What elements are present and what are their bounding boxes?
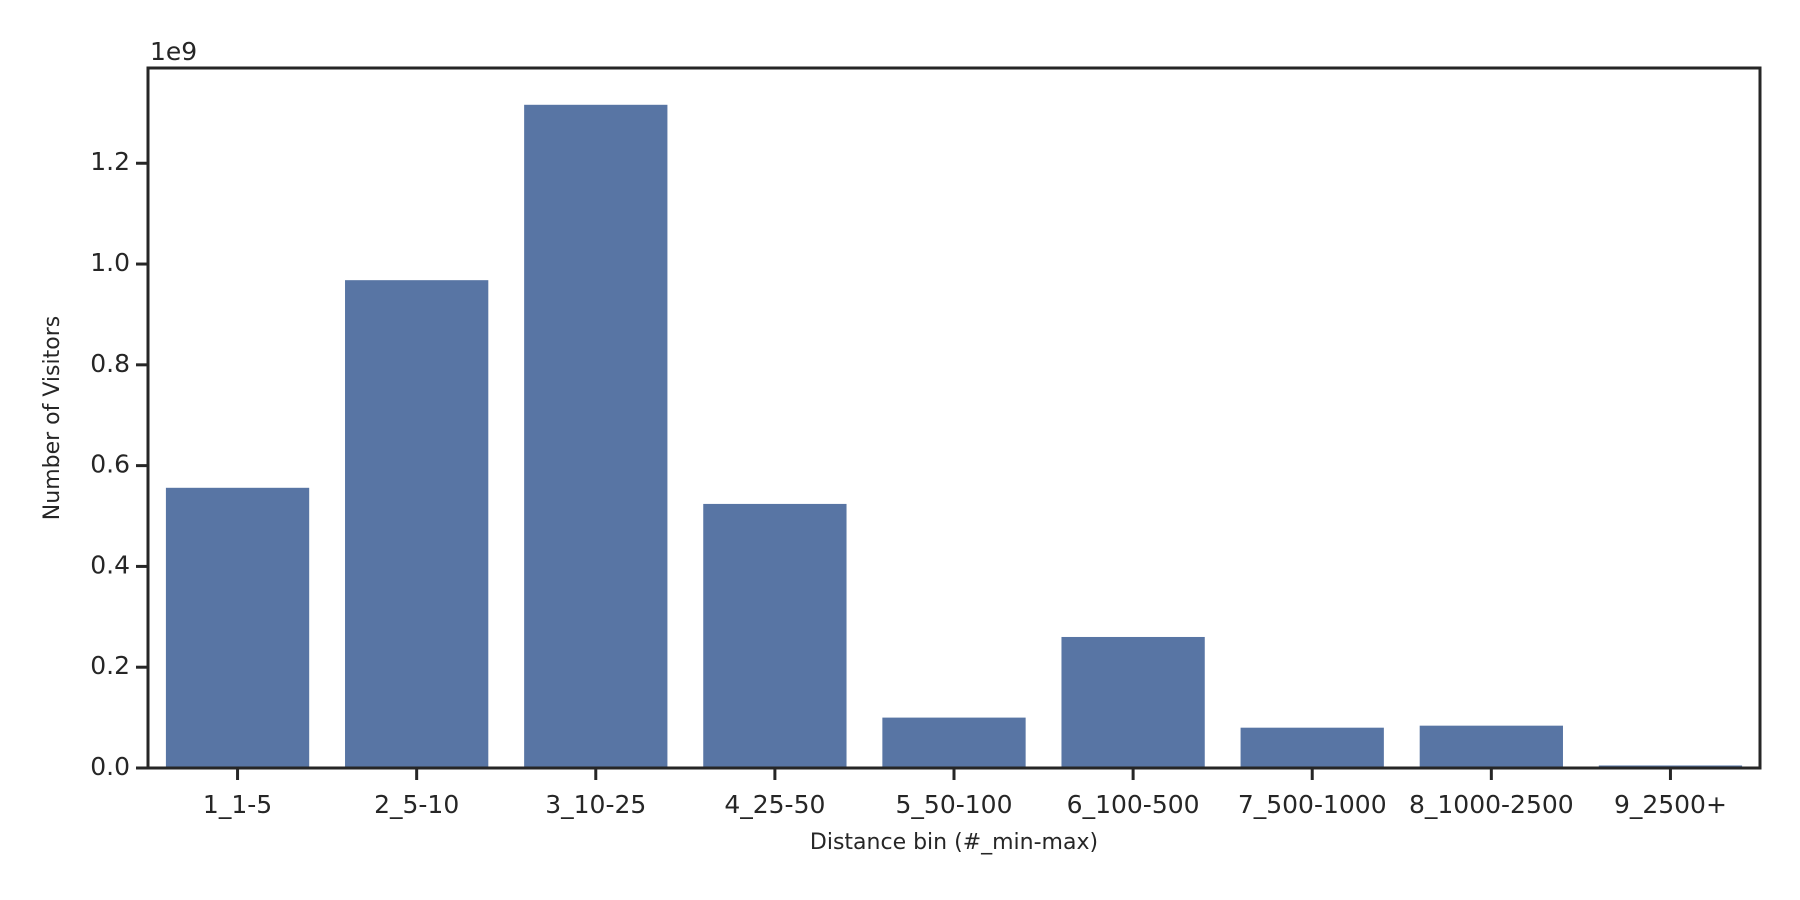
y-tick-label: 0.6 bbox=[90, 450, 130, 479]
bar bbox=[1419, 725, 1563, 768]
y-offset-label: 1e9 bbox=[150, 37, 197, 66]
bar bbox=[524, 104, 668, 768]
plot-frame bbox=[146, 66, 1762, 770]
y-tick-label: 0.8 bbox=[90, 349, 130, 378]
x-tick-label: 7_500-1000 bbox=[1238, 790, 1387, 819]
bar bbox=[1240, 727, 1384, 768]
bar bbox=[882, 717, 1026, 768]
y-tick-label: 0.0 bbox=[90, 752, 130, 781]
x-tick-label: 1_1-5 bbox=[203, 790, 272, 819]
x-tick-label: 3_10-25 bbox=[545, 790, 646, 819]
y-tick-label: 0.4 bbox=[90, 550, 130, 579]
x-axis-label: Distance bin (#_min-max) bbox=[810, 830, 1098, 855]
bar bbox=[165, 487, 310, 768]
x-tick-label: 2_5-10 bbox=[374, 790, 459, 819]
x-tick-label: 6_100-500 bbox=[1067, 790, 1200, 819]
bar bbox=[1061, 636, 1205, 768]
x-tick-label: 4_25-50 bbox=[724, 790, 825, 819]
x-tick-label: 8_1000-2500 bbox=[1409, 790, 1574, 819]
x-tick-label: 9_2500+ bbox=[1614, 790, 1727, 819]
x-tick-label: 5_50-100 bbox=[896, 790, 1013, 819]
y-axis-label: Number of Visitors bbox=[40, 316, 65, 520]
bar bbox=[703, 503, 847, 768]
y-tick-label: 0.2 bbox=[90, 651, 130, 680]
bar bbox=[345, 280, 489, 768]
y-tick-label: 1.0 bbox=[90, 248, 130, 277]
y-tick-label: 1.2 bbox=[90, 147, 130, 176]
